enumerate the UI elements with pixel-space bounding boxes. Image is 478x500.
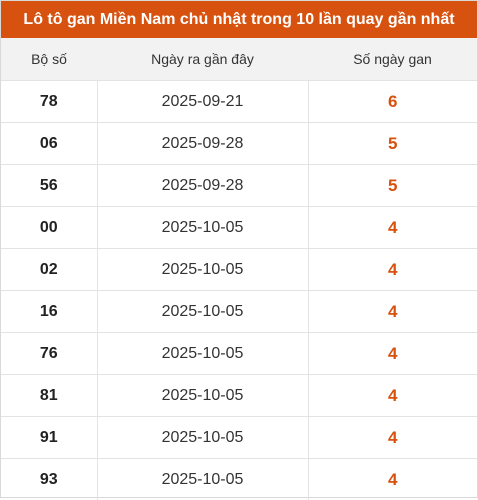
cell-gan-days: 4 <box>308 333 477 375</box>
table-row: 16 2025-10-05 4 <box>1 291 477 333</box>
cell-number: 02 <box>1 249 97 291</box>
cell-date: 2025-10-05 <box>97 207 308 249</box>
table-row: 06 2025-09-28 5 <box>1 123 477 165</box>
cell-gan-days: 4 <box>308 375 477 417</box>
cell-number: 78 <box>1 81 97 123</box>
cell-date: 2025-10-05 <box>97 375 308 417</box>
table-row: 76 2025-10-05 4 <box>1 333 477 375</box>
table-row: 00 2025-10-05 4 <box>1 207 477 249</box>
cell-number: 16 <box>1 291 97 333</box>
column-header-recent-date: Ngày ra gần đây <box>97 38 308 81</box>
cell-gan-days: 4 <box>308 207 477 249</box>
cell-number: 00 <box>1 207 97 249</box>
cell-number: 76 <box>1 333 97 375</box>
table-row: 93 2025-10-05 4 <box>1 459 477 500</box>
cell-gan-days: 6 <box>308 81 477 123</box>
lo-gan-table: Bộ số Ngày ra gần đây Số ngày gan 78 202… <box>1 38 477 500</box>
cell-date: 2025-10-05 <box>97 333 308 375</box>
cell-gan-days: 4 <box>308 249 477 291</box>
cell-gan-days: 4 <box>308 459 477 500</box>
cell-number: 81 <box>1 375 97 417</box>
cell-gan-days: 5 <box>308 123 477 165</box>
cell-date: 2025-10-05 <box>97 291 308 333</box>
cell-number: 56 <box>1 165 97 207</box>
cell-gan-days: 4 <box>308 417 477 459</box>
table-header-row: Bộ số Ngày ra gần đây Số ngày gan <box>1 38 477 81</box>
table-row: 78 2025-09-21 6 <box>1 81 477 123</box>
cell-date: 2025-09-28 <box>97 165 308 207</box>
cell-date: 2025-10-05 <box>97 249 308 291</box>
cell-date: 2025-09-21 <box>97 81 308 123</box>
cell-number: 93 <box>1 459 97 500</box>
column-header-number: Bộ số <box>1 38 97 81</box>
table-row: 02 2025-10-05 4 <box>1 249 477 291</box>
cell-number: 91 <box>1 417 97 459</box>
table-row: 81 2025-10-05 4 <box>1 375 477 417</box>
cell-date: 2025-09-28 <box>97 123 308 165</box>
column-header-gan-days: Số ngày gan <box>308 38 477 81</box>
cell-number: 06 <box>1 123 97 165</box>
table-row: 56 2025-09-28 5 <box>1 165 477 207</box>
cell-gan-days: 5 <box>308 165 477 207</box>
table-row: 91 2025-10-05 4 <box>1 417 477 459</box>
cell-date: 2025-10-05 <box>97 459 308 500</box>
cell-gan-days: 4 <box>308 291 477 333</box>
table-title: Lô tô gan Miền Nam chủ nhật trong 10 lần… <box>1 1 477 38</box>
cell-date: 2025-10-05 <box>97 417 308 459</box>
